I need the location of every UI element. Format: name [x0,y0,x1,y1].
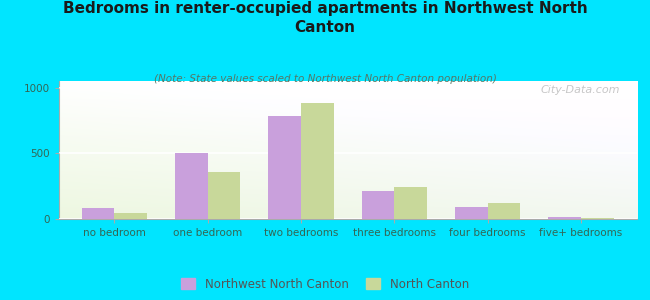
Bar [175,153,208,219]
Bar [488,203,521,219]
Text: (Note: State values scaled to Northwest North Canton population): (Note: State values scaled to Northwest … [153,74,497,83]
Bar [301,103,333,219]
Legend: Northwest North Canton, North Canton: Northwest North Canton, North Canton [177,274,473,294]
Bar [395,188,427,219]
Text: Bedrooms in renter-occupied apartments in Northwest North
Canton: Bedrooms in renter-occupied apartments i… [62,2,588,35]
Bar [455,207,488,219]
Bar [82,208,114,219]
Bar [208,172,240,219]
Bar [581,218,614,219]
Bar [362,191,395,219]
Bar [268,116,301,219]
Text: City-Data.com: City-Data.com [540,85,619,95]
Bar [549,217,581,219]
Bar [114,213,147,219]
